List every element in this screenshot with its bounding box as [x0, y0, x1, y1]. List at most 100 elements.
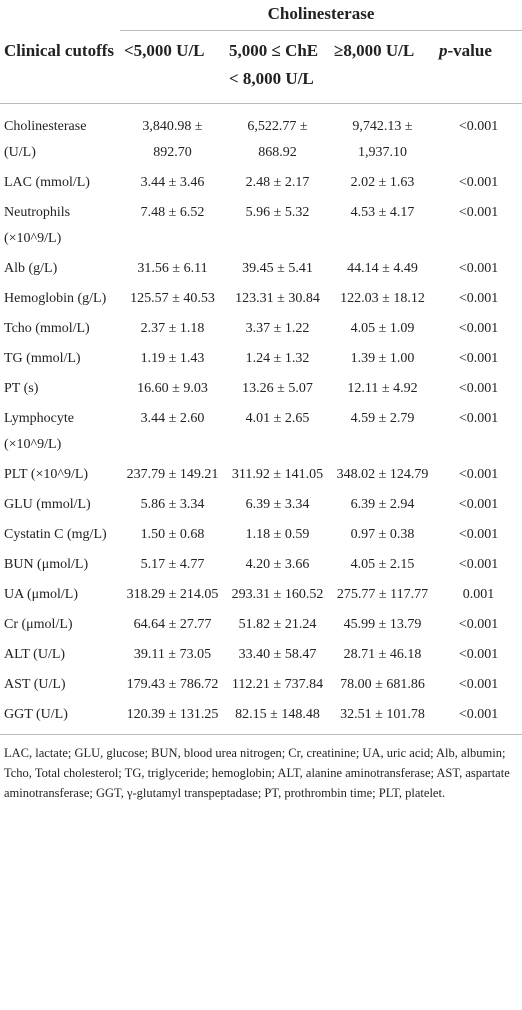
- row-label: Cr (μmol/L): [4, 617, 73, 632]
- cell: 51.82 ± 21.24: [238, 617, 317, 632]
- cell: 311.92 ± 141.05: [231, 467, 324, 482]
- table-row: Cr (μmol/L) 64.64 ± 27.77 51.82 ± 21.24 45.…: [0, 610, 522, 640]
- cell: 4.53 ± 4.17: [350, 205, 415, 220]
- cell: 12.11 ± 4.92: [347, 381, 418, 396]
- row-label: LAC (mmol/L): [4, 175, 90, 190]
- p-italic: p: [439, 41, 448, 60]
- cell: <0.001: [458, 411, 499, 426]
- table-row: Neutrophils (×10^9/L) 7.48 ± 6.52 5.96 ± 5…: [0, 198, 522, 254]
- cell: 33.40 ± 58.47: [238, 647, 317, 662]
- cell: 4.05 ± 1.09: [350, 321, 415, 336]
- row-label: Lymphocyte (×10^9/L): [4, 411, 74, 452]
- row-label: Cholinesterase (U/L): [4, 119, 87, 160]
- column-header: ≥8,000 U/L: [330, 30, 435, 104]
- table-row: Alb (g/L) 31.56 ± 6.11 39.45 ± 5.41 44.14 ±…: [0, 254, 522, 284]
- table-row: LAC (mmol/L) 3.44 ± 3.46 2.48 ± 2.17 2.02 ±…: [0, 168, 522, 198]
- row-label: Tcho (mmol/L): [4, 321, 90, 336]
- row-label: AST (U/L): [4, 677, 66, 692]
- cell: 32.51 ± 101.78: [330, 700, 435, 735]
- table-row: GGT (U/L) 120.39 ± 131.25 82.15 ± 148.48 32…: [0, 700, 522, 735]
- cell: <0.001: [458, 527, 499, 542]
- cell: 2.48 ± 2.17: [245, 175, 310, 190]
- cell: <0.001: [458, 351, 499, 366]
- cell: 6.39 ± 3.34: [245, 497, 310, 512]
- row-label: Alb (g/L): [4, 261, 58, 276]
- cell: 1.18 ± 0.59: [245, 527, 310, 542]
- column-header: <5,000 U/L: [120, 30, 225, 104]
- table-row: Lymphocyte (×10^9/L) 3.44 ± 2.60 4.01 ± 2.…: [0, 404, 522, 460]
- cell: 179.43 ± 786.72: [126, 677, 219, 692]
- cell: 7.48 ± 6.52: [140, 205, 205, 220]
- cell: 39.11 ± 73.05: [133, 647, 212, 662]
- cell: 31.56 ± 6.11: [137, 261, 208, 276]
- cell: 5.17 ± 4.77: [140, 557, 205, 572]
- cell: 4.05 ± 2.15: [350, 557, 415, 572]
- cell: 4.01 ± 2.65: [245, 411, 310, 426]
- table-row: Cystatin C (mg/L) 1.50 ± 0.68 1.18 ± 0.59 0…: [0, 520, 522, 550]
- cell: 1.24 ± 1.32: [245, 351, 310, 366]
- column-header-row: Clinical cutoffs <5,000 U/L 5,000 ≤ ChE …: [0, 30, 522, 104]
- table-row: BUN (μmol/L) 5.17 ± 4.77 4.20 ± 3.66 4.05 ±…: [0, 550, 522, 580]
- cell: 120.39 ± 131.25: [120, 700, 225, 735]
- cell: <0.001: [458, 617, 499, 632]
- cell: 2.37 ± 1.18: [140, 321, 205, 336]
- cell: 348.02 ± 124.79: [336, 467, 429, 482]
- blank-cell: [0, 0, 120, 31]
- table-row: TG (mmol/L) 1.19 ± 1.43 1.24 ± 1.32 1.39 ± …: [0, 344, 522, 374]
- cell: 5.86 ± 3.34: [140, 497, 205, 512]
- cell: <0.001: [458, 205, 499, 220]
- cell: 4.59 ± 2.79: [350, 411, 415, 426]
- cell: 1.50 ± 0.68: [140, 527, 205, 542]
- cell: 318.29 ± 214.05: [126, 587, 219, 602]
- cell: <0.001: [458, 647, 499, 662]
- cell: 28.71 ± 46.18: [343, 647, 422, 662]
- group-header-row: Cholinesterase: [0, 0, 522, 31]
- cell: <0.001: [458, 557, 499, 572]
- table-row: Hemoglobin (g/L) 125.57 ± 40.53 123.31 ± 3…: [0, 284, 522, 314]
- cell: 2.02 ± 1.63: [350, 175, 415, 190]
- table-row: GLU (mmol/L) 5.86 ± 3.34 6.39 ± 3.34 6.39 ±…: [0, 490, 522, 520]
- table-row: Tcho (mmol/L) 2.37 ± 1.18 3.37 ± 1.22 4.05 …: [0, 314, 522, 344]
- cell: 237.79 ± 149.21: [126, 467, 219, 482]
- row-label: Hemoglobin (g/L): [4, 291, 107, 306]
- cell: <0.001: [458, 321, 499, 336]
- cell: 122.03 ± 18.12: [340, 291, 425, 306]
- cell: 112.21 ± 737.84: [231, 677, 324, 692]
- row-label: Cystatin C (mg/L): [4, 527, 107, 542]
- column-header: p-value: [435, 30, 522, 104]
- cell: 3,840.98 ± 892.70: [142, 119, 203, 160]
- cell: 4.20 ± 3.66: [245, 557, 310, 572]
- cell: 0.001: [462, 587, 495, 602]
- cell: <0.001: [458, 497, 499, 512]
- table-row: PLT (×10^9/L) 237.79 ± 149.21 311.92 ± 141…: [0, 460, 522, 490]
- row-label: ALT (U/L): [4, 647, 66, 662]
- cell: <0.001: [458, 381, 499, 396]
- cell: 16.60 ± 9.03: [137, 381, 208, 396]
- cell: 123.31 ± 30.84: [235, 291, 320, 306]
- cell: 64.64 ± 27.77: [133, 617, 212, 632]
- row-label: PLT (×10^9/L): [4, 467, 89, 482]
- data-table: Cholinesterase Clinical cutoffs <5,000 U…: [0, 0, 522, 735]
- footnote: LAC, lactate; GLU, glucose; BUN, blood u…: [4, 746, 510, 800]
- row-label: GGT (U/L): [0, 700, 120, 735]
- table-row: AST (U/L) 179.43 ± 786.72 112.21 ± 737.84 7…: [0, 670, 522, 700]
- cell: <0.001: [458, 291, 499, 306]
- table-row: Cholinesterase (U/L) 3,840.98 ± 892.70 6,5…: [0, 104, 522, 169]
- row-label: GLU (mmol/L): [4, 497, 91, 512]
- cell: 3.44 ± 3.46: [140, 175, 205, 190]
- cell: 293.31 ± 160.52: [231, 587, 324, 602]
- cell: <0.001: [458, 467, 499, 482]
- cell: 6.39 ± 2.94: [350, 497, 415, 512]
- table-body: Cholinesterase (U/L) 3,840.98 ± 892.70 6,5…: [0, 104, 522, 735]
- cell: 0.97 ± 0.38: [350, 527, 415, 542]
- row-label: PT (s): [4, 381, 39, 396]
- cell: 44.14 ± 4.49: [347, 261, 418, 276]
- table-row: PT (s) 16.60 ± 9.03 13.26 ± 5.07 12.11 ± 4.…: [0, 374, 522, 404]
- table-row: ALT (U/L) 39.11 ± 73.05 33.40 ± 58.47 28.71…: [0, 640, 522, 670]
- cell: <0.001: [458, 175, 499, 190]
- row-label: BUN (μmol/L): [4, 557, 89, 572]
- cell: 13.26 ± 5.07: [242, 381, 313, 396]
- row-label: TG (mmol/L): [4, 351, 81, 366]
- cell: 9,742.13 ± 1,937.10: [352, 119, 413, 160]
